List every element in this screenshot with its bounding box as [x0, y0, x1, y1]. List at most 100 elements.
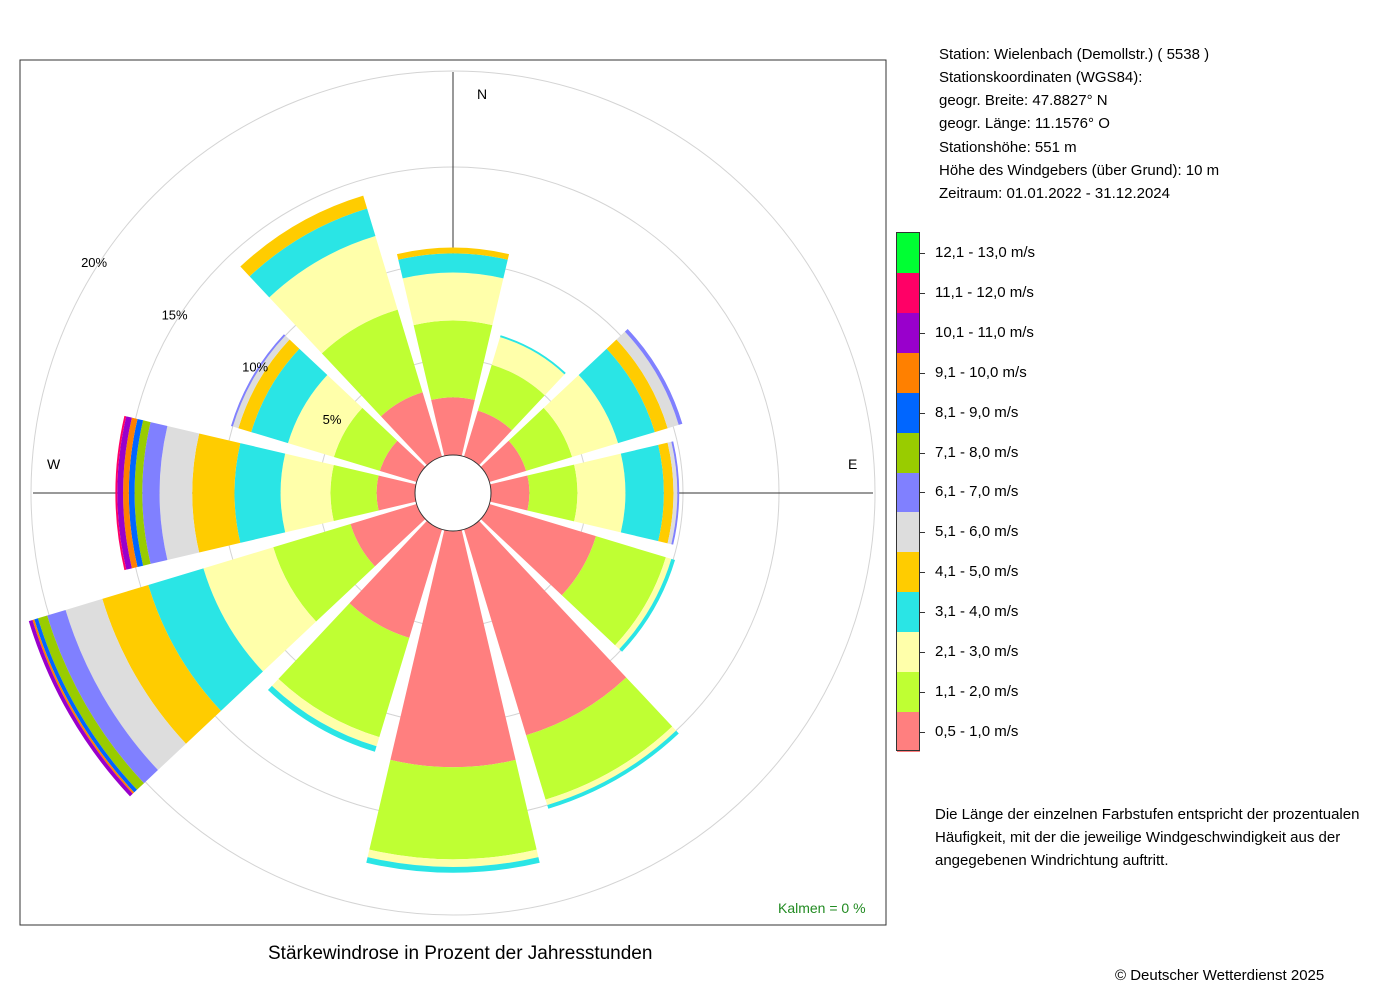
- sector-segment-240-class-3: [203, 547, 317, 672]
- compass-label-e: E: [848, 456, 857, 472]
- sector-segment-60-class-1: [480, 440, 527, 483]
- grid-circle: [30, 70, 876, 916]
- sector-segment-300-class-2: [333, 407, 398, 471]
- sector-segment-270-class-11: [117, 416, 132, 570]
- station-name: Station: Wielenbach (Demollstr.) ( 5538 …: [939, 46, 1210, 63]
- legend-label: 9,1 - 10,0 m/s: [935, 363, 1027, 381]
- sector-segment-240-class-4: [148, 568, 263, 711]
- legend-tick: [920, 532, 925, 534]
- legend-label: 7,1 - 8,0 m/s: [935, 443, 1019, 461]
- sector-segment-150-class-3: [545, 726, 677, 806]
- elevation: Stationshöhe: 551 m: [939, 139, 1077, 156]
- sector-segment-90-class-6: [667, 441, 678, 545]
- period: Zeitraum: 01.01.2022 - 31.12.2024: [939, 185, 1170, 202]
- sector-segment-150-class-2: [526, 677, 673, 800]
- sector-segment-90-class-1: [489, 475, 530, 511]
- sector-segment-90-class-4: [620, 444, 664, 542]
- legend-swatch: [897, 711, 920, 752]
- radial-tick-labels: 5% 10% 15% 20%: [81, 255, 342, 427]
- legend-tick: [920, 612, 925, 614]
- legend-label: 1,1 - 2,0 m/s: [935, 682, 1019, 700]
- sector-segment-150-class-1: [463, 520, 627, 736]
- sector-segment-0-class-1: [431, 397, 475, 457]
- legend-tick: [920, 452, 925, 454]
- sector-segment-240-class-8: [37, 615, 144, 790]
- wind-rose-chart: 5% 10% 15% 20% N E W Kalmen = 0 %: [19, 59, 887, 926]
- sector-segment-330-class-1: [380, 392, 443, 466]
- sector-segment-60-class-3: [543, 374, 619, 458]
- sector-segment-150-class-4: [547, 730, 679, 809]
- legend-label: 12,1 - 13,0 m/s: [935, 244, 1036, 261]
- sector-segment-180-class-3: [367, 849, 539, 868]
- radial-tick-label: 5%: [323, 412, 342, 427]
- legend-swatch: [897, 512, 920, 553]
- sector-segment-60-class-6: [616, 331, 679, 429]
- sector-segment-240-class-5: [102, 585, 221, 744]
- legend-label: 0,5 - 1,0 m/s: [935, 722, 1019, 740]
- sector-segment-30-class-3: [491, 337, 565, 396]
- legend-swatch: [897, 233, 920, 273]
- radial-tick-label: 15%: [162, 307, 188, 322]
- sector-segment-60-class-7: [624, 328, 683, 425]
- legend-label: 4,1 - 5,0 m/s: [935, 563, 1019, 581]
- sector-segment-300-class-1: [379, 440, 426, 483]
- sector-segment-210-class-3: [271, 678, 380, 747]
- legend-tick: [920, 572, 925, 574]
- longitude: geogr. Länge: 11.1576° O: [939, 115, 1110, 132]
- note-line-1: Die Länge der einzelnen Farbstufen entsp…: [935, 806, 1360, 823]
- sector-segment-210-class-4: [267, 685, 377, 752]
- radial-tick-label: 20%: [81, 255, 107, 270]
- sector-segment-90-class-3: [574, 453, 626, 533]
- compass-label-n: N: [477, 86, 487, 102]
- legend-tick: [920, 332, 925, 334]
- sector-segment-90-class-2: [527, 464, 578, 522]
- coordinates-title: Stationskoordinaten (WGS84):: [939, 69, 1143, 86]
- latitude: geogr. Breite: 47.8827° N: [939, 92, 1108, 109]
- sector-segment-60-class-4: [578, 348, 655, 444]
- sector-segment-30-class-1: [463, 410, 512, 466]
- sector-segment-300-class-4: [251, 348, 328, 444]
- legend-label: 6,1 - 7,0 m/s: [935, 483, 1019, 501]
- sector-segment-30-class-4: [500, 335, 566, 375]
- sector-segment-270-class-8: [134, 420, 151, 566]
- sector-segment-60-class-2: [508, 407, 573, 471]
- sector-segment-240-class-7: [47, 609, 158, 784]
- sector-bars: [28, 195, 683, 873]
- sector-segment-120-class-2: [561, 536, 666, 646]
- sector-segment-90-class-5: [658, 442, 674, 544]
- note-line-3: angegebenen Windrichtung auftritt.: [935, 852, 1169, 869]
- center-hole: [414, 454, 492, 532]
- sector-segment-330-class-4: [249, 208, 376, 298]
- calm-label: Kalmen = 0 %: [778, 900, 866, 916]
- sector-segment-210-class-2: [278, 603, 410, 738]
- legend-tick: [920, 731, 925, 733]
- sector-segment-120-class-1: [480, 503, 596, 596]
- radial-tick-label: 10%: [242, 360, 268, 375]
- note-line-2: Häufigkeit, mit der die jeweilige Windge…: [935, 829, 1341, 846]
- legend-label: 3,1 - 4,0 m/s: [935, 603, 1019, 621]
- sector-segment-180-class-2: [369, 759, 537, 860]
- sector-segment-270-class-1: [376, 475, 417, 511]
- legend-label: 5,1 - 6,0 m/s: [935, 523, 1019, 541]
- compass-label-w: W: [47, 456, 61, 472]
- legend-swatch: [897, 312, 920, 353]
- sector-segment-270-class-3: [280, 453, 334, 533]
- legend-label: 10,1 - 11,0 m/s: [935, 323, 1034, 341]
- sector-segment-270-class-6: [159, 426, 200, 560]
- sector-segment-240-class-2: [273, 523, 375, 622]
- sector-segment-330-class-3: [269, 236, 398, 354]
- legend-swatch: [897, 632, 920, 672]
- legend-label: 11,1 - 12,0 m/s: [935, 283, 1034, 301]
- sensor-height: Höhe des Windgebers (über Grund): 10 m: [939, 162, 1220, 179]
- legend-tick: [920, 492, 925, 494]
- sector-segment-300-class-3: [287, 374, 363, 458]
- legend-swatch: [897, 671, 920, 712]
- sector-segment-180-class-1: [390, 529, 516, 768]
- legend-swatch: [897, 472, 920, 513]
- sector-segment-270-class-12: [115, 415, 127, 571]
- sector-segment-0-class-3: [402, 272, 504, 326]
- sector-segment-270-class-2: [330, 465, 379, 521]
- sector-segment-270-class-5: [192, 433, 241, 553]
- legend-swatch: [897, 552, 920, 593]
- sector-segment-240-class-6: [65, 598, 186, 771]
